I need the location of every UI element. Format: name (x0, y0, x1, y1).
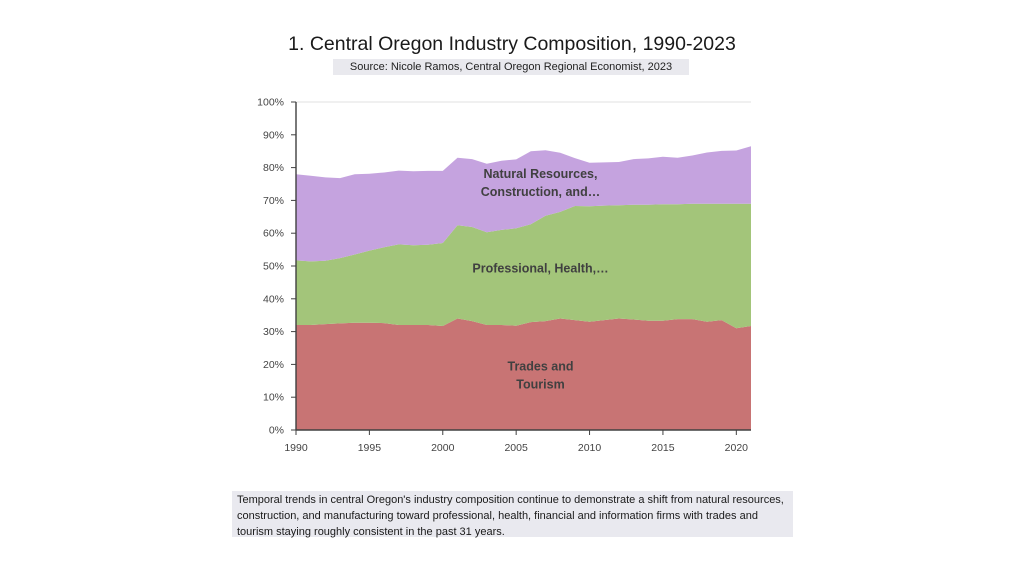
y-tick-label: 30% (263, 326, 284, 338)
y-tick-label: 80% (263, 162, 284, 174)
area-series-1 (296, 318, 751, 430)
y-tick-label: 100% (257, 97, 284, 109)
series-label-3: Construction, and… (481, 185, 600, 199)
y-tick-label: 70% (263, 195, 284, 207)
y-tick-label: 60% (263, 228, 284, 240)
series-label-1: Trades and (508, 360, 574, 374)
area-series-3 (296, 146, 751, 262)
x-tick-label: 2020 (725, 442, 749, 454)
x-tick-label: 1995 (358, 442, 382, 454)
y-tick-label: 0% (269, 425, 284, 437)
chart-caption: Temporal trends in central Oregon's indu… (232, 491, 793, 538)
chart-source: Source: Nicole Ramos, Central Oregon Reg… (333, 59, 689, 75)
y-tick-label: 10% (263, 392, 284, 404)
series-label-1: Tourism (516, 378, 564, 392)
x-tick-label: 2005 (504, 442, 528, 454)
x-tick-label: 2010 (578, 442, 602, 454)
x-tick-label: 2000 (431, 442, 455, 454)
chart-title: 1. Central Oregon Industry Composition, … (288, 33, 736, 55)
y-tick-label: 20% (263, 359, 284, 371)
x-tick-label: 2015 (651, 442, 675, 454)
x-tick-label: 1990 (284, 442, 308, 454)
y-tick-label: 40% (263, 293, 284, 305)
series-label-3: Natural Resources, (484, 167, 598, 181)
area-series-2 (296, 203, 751, 329)
y-tick-label: 50% (263, 261, 284, 273)
y-tick-label: 90% (263, 129, 284, 141)
series-label-2: Professional, Health,… (472, 261, 608, 275)
